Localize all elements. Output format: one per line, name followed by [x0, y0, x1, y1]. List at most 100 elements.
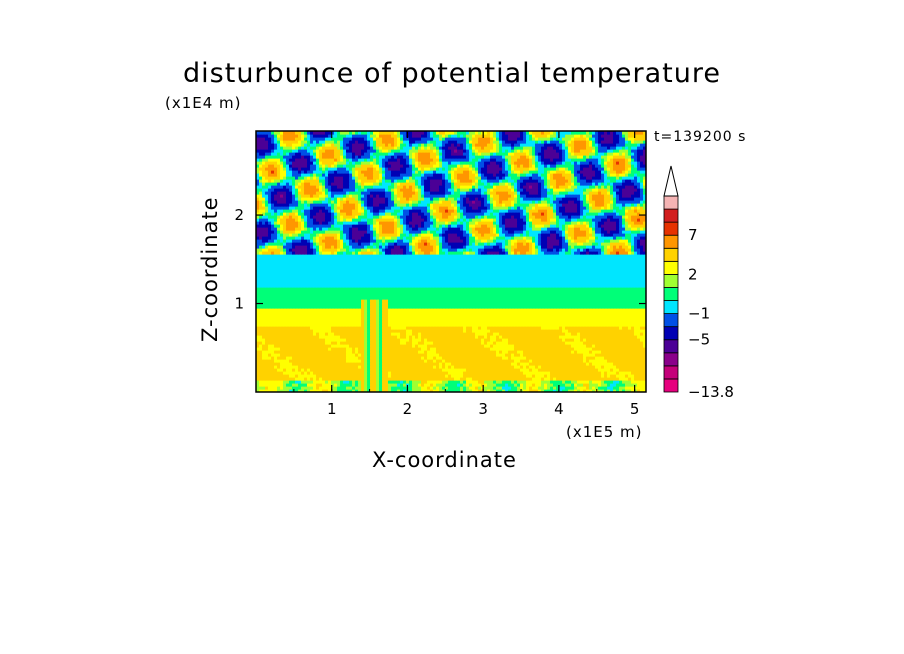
heatmap-cell — [490, 320, 494, 324]
heatmap-cell — [538, 383, 542, 387]
heatmap-cell — [493, 338, 497, 342]
heatmap-cell — [367, 314, 371, 318]
heatmap-cell — [370, 350, 374, 354]
heatmap-cell — [619, 380, 623, 384]
heatmap-cell — [304, 326, 308, 330]
heatmap-cell — [403, 323, 407, 327]
heatmap-cell — [316, 380, 320, 384]
heatmap-cell — [433, 317, 437, 321]
heatmap-cell — [523, 317, 527, 321]
heatmap-cell — [451, 314, 455, 318]
heatmap-cell — [415, 365, 419, 369]
heatmap-cell — [463, 338, 467, 342]
heatmap-cell — [454, 359, 458, 363]
heatmap-cell — [322, 368, 326, 372]
heatmap-cell — [553, 389, 557, 392]
heatmap-cell — [418, 359, 422, 363]
heatmap-cell — [553, 386, 557, 390]
heatmap-cell — [271, 323, 275, 327]
heatmap-cell — [346, 344, 350, 348]
heatmap-cell — [271, 341, 275, 345]
heatmap-cell — [427, 359, 431, 363]
heatmap-cell — [403, 314, 407, 318]
heatmap-cell — [604, 320, 608, 324]
heatmap-cell — [583, 362, 587, 366]
heatmap-cell — [499, 335, 503, 339]
heatmap-cell — [433, 344, 437, 348]
heatmap-cell — [502, 350, 506, 354]
heatmap-cell — [517, 389, 521, 392]
heatmap-cell — [334, 329, 338, 333]
heatmap-cell — [469, 353, 473, 357]
heatmap-cell — [349, 314, 353, 318]
heatmap-cell — [439, 383, 443, 387]
heatmap-cell — [430, 380, 434, 384]
heatmap-cell — [313, 314, 317, 318]
heatmap-cell — [355, 389, 359, 392]
heatmap-cell — [535, 371, 539, 375]
heatmap-cell — [292, 332, 296, 336]
heatmap-cell — [334, 359, 338, 363]
heatmap-cell — [346, 386, 350, 390]
heatmap-cell — [286, 377, 290, 381]
heatmap-cell — [403, 335, 407, 339]
heatmap-cell — [637, 317, 641, 321]
heatmap-cell — [607, 377, 611, 381]
heatmap-cell — [574, 371, 578, 375]
heatmap-cell — [304, 374, 308, 378]
heatmap-cell — [364, 368, 368, 372]
heatmap-cell — [439, 347, 443, 351]
heatmap-cell — [607, 317, 611, 321]
heatmap-cell — [271, 332, 275, 336]
heatmap-cell — [616, 383, 620, 387]
heatmap-cell — [463, 383, 467, 387]
heatmap-cell — [601, 374, 605, 378]
heatmap-cell — [607, 332, 611, 336]
heatmap-cell — [589, 365, 593, 369]
heatmap-cell — [448, 386, 452, 390]
heatmap-cell — [601, 377, 605, 381]
heatmap-cell — [343, 314, 347, 318]
heatmap-cell — [478, 365, 482, 369]
heatmap-cell — [334, 368, 338, 372]
heatmap-cell — [463, 317, 467, 321]
heatmap-cell — [574, 386, 578, 390]
heatmap-cell — [586, 389, 590, 392]
heatmap-cell — [256, 365, 260, 369]
heatmap-cell — [604, 380, 608, 384]
heatmap-cell — [379, 374, 383, 378]
heatmap-cell — [511, 365, 515, 369]
heatmap-cell — [415, 353, 419, 357]
heatmap-cell — [280, 344, 284, 348]
heatmap-cell — [316, 353, 320, 357]
heatmap-cell — [307, 326, 311, 330]
heatmap-cell — [550, 380, 554, 384]
heatmap-cell — [262, 380, 266, 384]
heatmap-cell — [499, 380, 503, 384]
heatmap-cell — [496, 374, 500, 378]
heatmap-cell — [424, 329, 428, 333]
heatmap-cell — [421, 374, 425, 378]
heatmap-cell — [514, 353, 518, 357]
heatmap-cell — [475, 389, 479, 392]
heatmap-cell — [286, 368, 290, 372]
heatmap-cell — [622, 380, 626, 384]
heatmap-cell — [340, 368, 344, 372]
heatmap-cell — [421, 389, 425, 392]
heatmap-cell — [310, 386, 314, 390]
heatmap-cell — [340, 353, 344, 357]
heatmap-cell — [616, 389, 620, 392]
heatmap-cell — [445, 353, 449, 357]
heatmap-cell — [376, 356, 380, 360]
heatmap-cell — [349, 377, 353, 381]
heatmap-cell — [526, 317, 530, 321]
heatmap-cell — [451, 362, 455, 366]
heatmap-cell — [274, 374, 278, 378]
heatmap-cell — [397, 356, 401, 360]
heatmap-cell — [400, 362, 404, 366]
heatmap-cell — [526, 338, 530, 342]
heatmap-cell — [295, 389, 299, 392]
heatmap-cell — [562, 359, 566, 363]
heatmap-cell — [316, 359, 320, 363]
heatmap-cell — [559, 353, 563, 357]
